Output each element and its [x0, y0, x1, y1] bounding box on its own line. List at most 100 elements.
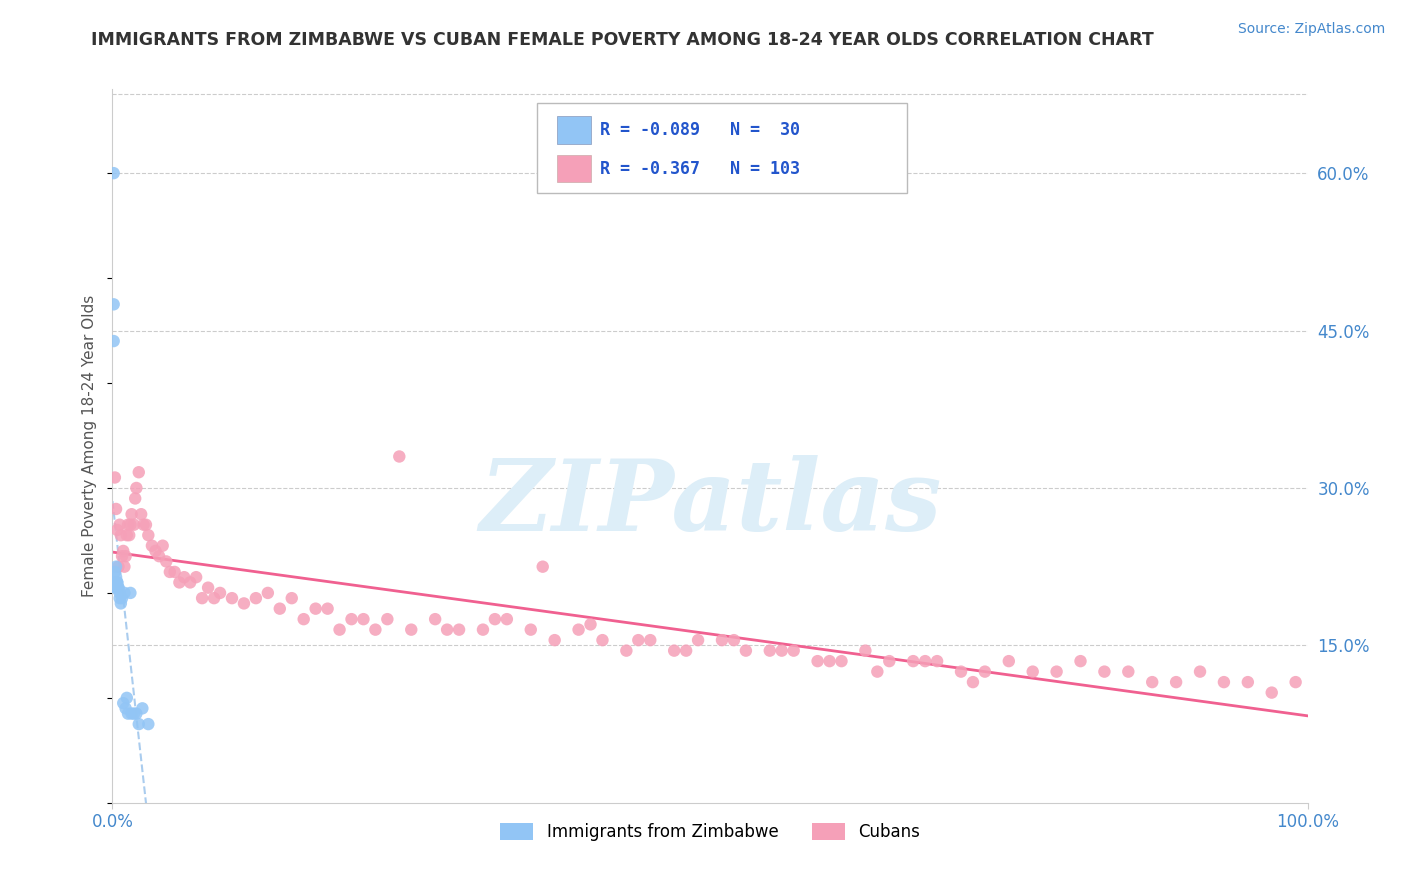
Point [1189, 665, 1212, 679]
FancyBboxPatch shape [537, 103, 907, 193]
Point [627, 633, 650, 648]
Point [401, 623, 423, 637]
Point [141, 539, 163, 553]
Point [138, 717, 160, 731]
Point [1166, 675, 1188, 690]
Text: R = -0.089   N =  30: R = -0.089 N = 30 [600, 121, 800, 139]
Point [163, 565, 186, 579]
Point [114, 586, 135, 600]
Point [145, 544, 167, 558]
Point [110, 528, 132, 542]
Point [735, 643, 758, 657]
Point [105, 581, 128, 595]
Text: IMMIGRANTS FROM ZIMBABWE VS CUBAN FEMALE POVERTY AMONG 18-24 YEAR OLDS CORRELATI: IMMIGRANTS FROM ZIMBABWE VS CUBAN FEMALE… [91, 31, 1154, 49]
Point [927, 654, 949, 668]
Point [543, 633, 565, 648]
Point [105, 575, 128, 590]
Point [340, 612, 363, 626]
Point [1213, 675, 1236, 690]
Point [257, 586, 280, 600]
Point [281, 591, 304, 606]
Point [155, 554, 177, 568]
Point [105, 581, 128, 595]
Point [520, 623, 543, 637]
Point [111, 591, 134, 606]
Point [305, 601, 328, 615]
Point [496, 612, 519, 626]
Point [1261, 685, 1284, 699]
Point [125, 481, 148, 495]
Point [117, 517, 139, 532]
Point [855, 643, 877, 657]
Point [121, 507, 143, 521]
Point [129, 507, 152, 521]
Point [1237, 675, 1260, 690]
Point [105, 559, 128, 574]
Point [107, 581, 129, 595]
Point [723, 633, 745, 648]
Point [122, 517, 145, 532]
Point [122, 706, 145, 721]
Point [110, 596, 132, 610]
Point [1070, 654, 1092, 668]
Point [664, 643, 686, 657]
FancyBboxPatch shape [557, 117, 591, 144]
Point [104, 470, 127, 484]
Point [128, 717, 150, 731]
Point [105, 570, 128, 584]
Point [352, 612, 374, 626]
Point [159, 565, 181, 579]
Point [148, 549, 170, 564]
Point [831, 654, 853, 668]
Point [818, 654, 841, 668]
Point [531, 559, 554, 574]
Point [807, 654, 830, 668]
Point [950, 665, 973, 679]
Point [121, 706, 143, 721]
Point [104, 565, 127, 579]
Text: ZIPatlas: ZIPatlas [479, 455, 941, 551]
Text: R = -0.367   N = 103: R = -0.367 N = 103 [600, 160, 800, 178]
Point [132, 517, 155, 532]
Point [866, 665, 889, 679]
Point [128, 465, 150, 479]
Point [592, 633, 614, 648]
Point [112, 696, 135, 710]
Point [107, 581, 129, 595]
Point [269, 601, 291, 615]
Point [103, 297, 125, 311]
Point [484, 612, 506, 626]
Point [472, 623, 495, 637]
Point [179, 575, 201, 590]
Point [105, 502, 128, 516]
Point [377, 612, 399, 626]
Point [114, 559, 135, 574]
Point [191, 591, 214, 606]
Point [138, 528, 160, 542]
Point [568, 623, 591, 637]
FancyBboxPatch shape [557, 155, 591, 182]
Point [879, 654, 901, 668]
Point [115, 528, 138, 542]
Point [447, 623, 470, 637]
Point [329, 623, 352, 637]
Point [197, 581, 219, 595]
Point [117, 706, 139, 721]
Point [108, 586, 131, 600]
Point [962, 675, 984, 690]
Point [770, 643, 793, 657]
Point [152, 539, 174, 553]
Point [169, 575, 191, 590]
Point [209, 586, 232, 600]
Point [103, 166, 125, 180]
Point [105, 575, 128, 590]
Legend: Immigrants from Zimbabwe, Cubans: Immigrants from Zimbabwe, Cubans [494, 816, 927, 848]
Point [202, 591, 225, 606]
Point [135, 517, 157, 532]
Point [974, 665, 997, 679]
Point [186, 570, 208, 584]
Point [115, 690, 138, 705]
Point [782, 643, 804, 657]
Point [388, 450, 411, 464]
Point [1022, 665, 1045, 679]
